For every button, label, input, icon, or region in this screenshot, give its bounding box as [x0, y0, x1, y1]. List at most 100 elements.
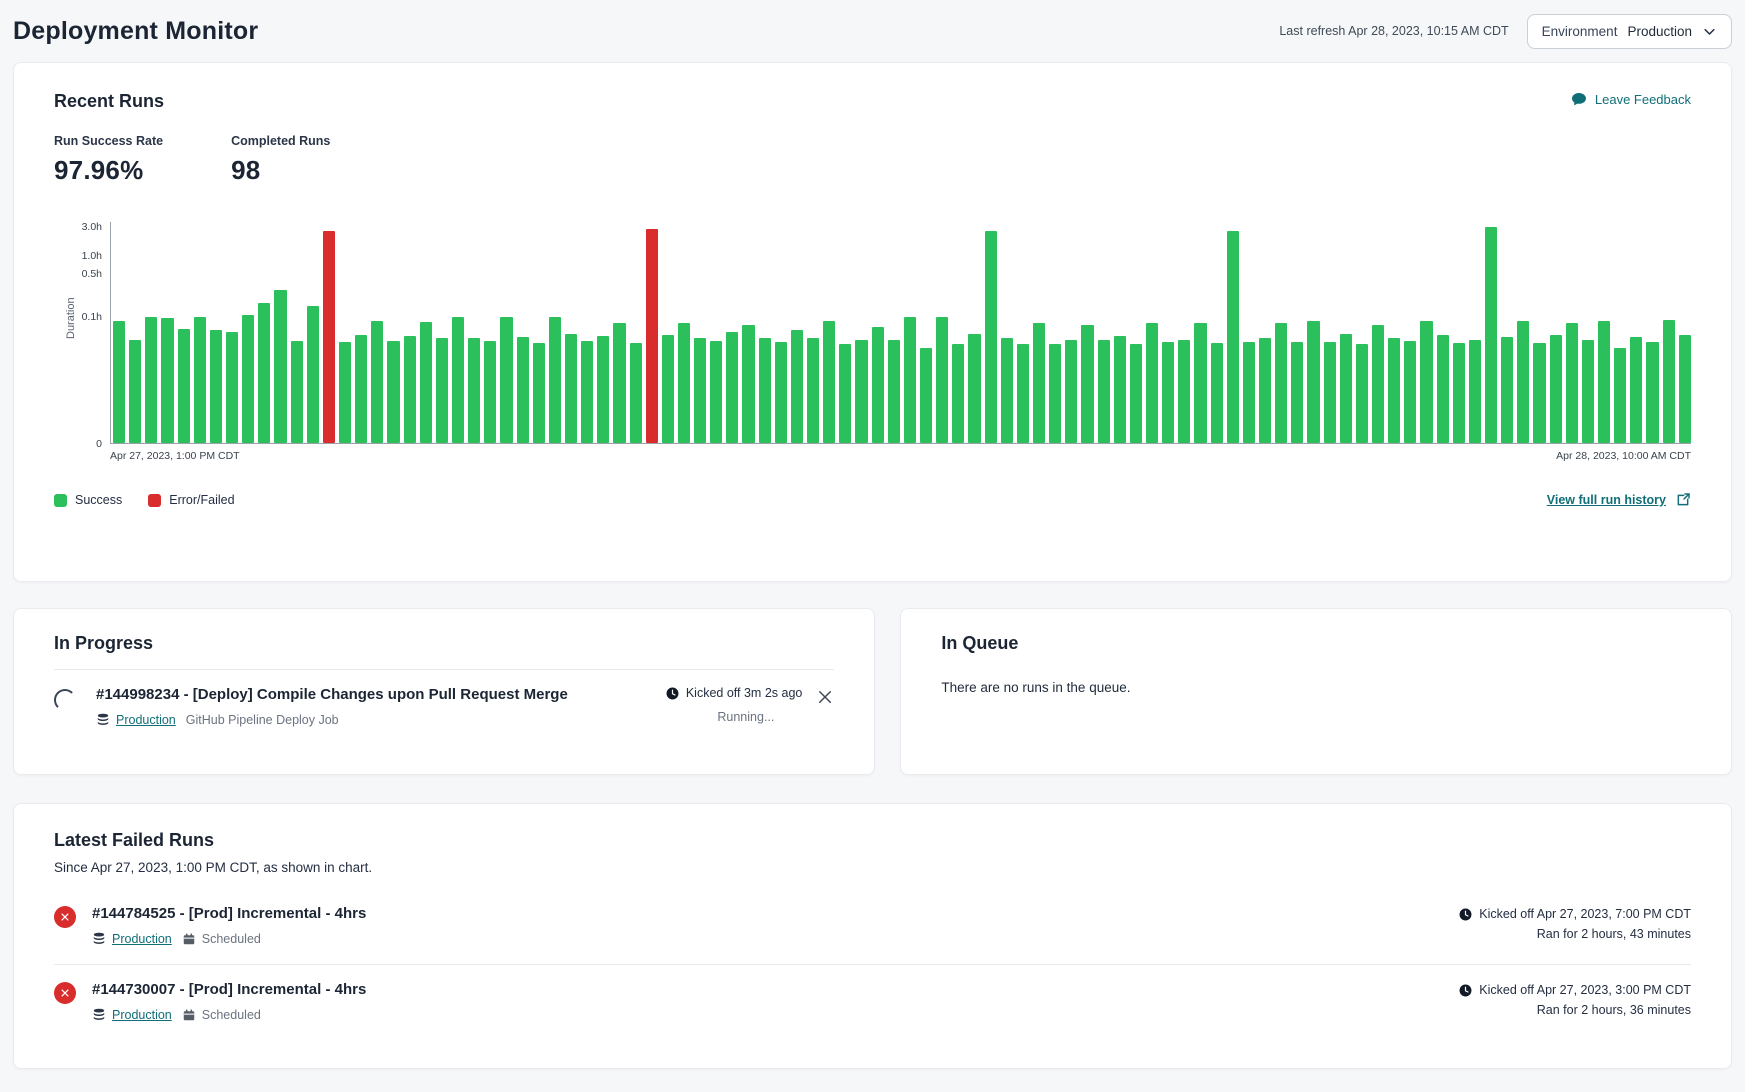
chart-bar-success[interactable]: [355, 335, 367, 443]
chart-bar-success[interactable]: [1566, 323, 1578, 443]
chart-bar-success[interactable]: [726, 332, 738, 443]
chart-bar-success[interactable]: [1469, 340, 1481, 443]
chart-bar-success[interactable]: [194, 317, 206, 443]
chart-bar-success[interactable]: [1243, 342, 1255, 443]
chart-bar-success[interactable]: [500, 317, 512, 443]
environment-dropdown[interactable]: Environment Production: [1527, 14, 1732, 49]
chart-bar-success[interactable]: [1663, 320, 1675, 443]
chart-bar-success[interactable]: [1130, 344, 1142, 443]
chart-bar-success[interactable]: [1550, 335, 1562, 443]
chart-bar-success[interactable]: [1001, 338, 1013, 443]
chart-bar-success[interactable]: [113, 321, 125, 443]
chart-bar-success[interactable]: [1388, 338, 1400, 443]
chart-bar-success[interactable]: [1194, 323, 1206, 443]
chart-bar-success[interactable]: [839, 344, 851, 443]
chart-bar-success[interactable]: [517, 337, 529, 443]
chart-bar-success[interactable]: [307, 306, 319, 443]
chart-bar-success[interactable]: [242, 315, 254, 443]
chart-bar-success[interactable]: [1630, 337, 1642, 443]
chart-bar-success[interactable]: [920, 348, 932, 443]
chart-bar-success[interactable]: [1679, 335, 1691, 443]
chart-bar-success[interactable]: [1340, 334, 1352, 443]
chart-bar-success[interactable]: [904, 317, 916, 443]
chart-bar-success[interactable]: [678, 323, 690, 443]
chart-bar-success[interactable]: [1259, 338, 1271, 443]
chart-bar-success[interactable]: [210, 330, 222, 443]
chart-bar-success[interactable]: [791, 330, 803, 443]
chart-bar-success[interactable]: [823, 321, 835, 443]
chart-bar-success[interactable]: [161, 318, 173, 443]
chart-bar-success[interactable]: [1275, 323, 1287, 443]
chart-bar-success[interactable]: [1146, 323, 1158, 443]
chart-bar-success[interactable]: [807, 338, 819, 443]
view-full-run-history-link[interactable]: View full run history: [1547, 492, 1691, 508]
chart-bar-success[interactable]: [274, 290, 286, 443]
chart-bar-success[interactable]: [742, 325, 754, 443]
chart-bar-success[interactable]: [145, 317, 157, 443]
chart-bar-success[interactable]: [775, 342, 787, 443]
chart-bar-success[interactable]: [888, 340, 900, 443]
chart-bar-success[interactable]: [1017, 344, 1029, 443]
chart-bar-success[interactable]: [1582, 340, 1594, 443]
chart-bar-success[interactable]: [1356, 344, 1368, 443]
chart-bar-success[interactable]: [549, 317, 561, 443]
chart-bar-success[interactable]: [1501, 337, 1513, 443]
chart-bar-success[interactable]: [1372, 325, 1384, 443]
chart-bar-success[interactable]: [468, 338, 480, 443]
chart-bar-success[interactable]: [710, 341, 722, 443]
chart-bar-success[interactable]: [1291, 342, 1303, 443]
chart-bar-success[interactable]: [291, 341, 303, 443]
chart-bar-success[interactable]: [178, 329, 190, 443]
chart-bar-success[interactable]: [1114, 336, 1126, 443]
close-icon[interactable]: [816, 688, 834, 706]
chart-bar-success[interactable]: [597, 336, 609, 443]
chart-bar-success[interactable]: [855, 340, 867, 443]
chart-bar-success[interactable]: [952, 344, 964, 443]
chart-bar-success[interactable]: [581, 341, 593, 443]
chart-bar-success[interactable]: [533, 343, 545, 443]
chart-bar-success[interactable]: [1065, 340, 1077, 443]
chart-bar-success[interactable]: [1404, 341, 1416, 443]
chart-bar-success[interactable]: [258, 303, 270, 443]
chart-bar-success[interactable]: [1227, 231, 1239, 443]
chart-bar-success[interactable]: [613, 323, 625, 443]
chart-bar-success[interactable]: [936, 317, 948, 443]
chart-bar-success[interactable]: [1485, 227, 1497, 443]
chart-bar-success[interactable]: [1437, 335, 1449, 443]
chart-bar-success[interactable]: [1162, 342, 1174, 443]
chart-bar-success[interactable]: [1049, 344, 1061, 443]
chart-bar-success[interactable]: [452, 317, 464, 443]
chart-bar-success[interactable]: [1033, 323, 1045, 443]
chart-bar-success[interactable]: [129, 340, 141, 443]
chart-bar-success[interactable]: [1178, 340, 1190, 443]
chart-bar-success[interactable]: [1098, 340, 1110, 443]
chart-bar-success[interactable]: [436, 338, 448, 443]
chart-bar-success[interactable]: [662, 335, 674, 443]
chart-bar-success[interactable]: [872, 327, 884, 443]
chart-bar-success[interactable]: [1211, 343, 1223, 443]
chart-bar-success[interactable]: [371, 321, 383, 443]
chart-bar-success[interactable]: [1307, 321, 1319, 443]
chart-bar-success[interactable]: [565, 334, 577, 443]
chart-bar-success[interactable]: [1324, 342, 1336, 443]
chart-bar-success[interactable]: [1614, 348, 1626, 443]
leave-feedback-link[interactable]: Leave Feedback: [1571, 91, 1691, 107]
chart-bar-success[interactable]: [1517, 321, 1529, 443]
chart-bar-failed[interactable]: [323, 231, 335, 443]
chart-bar-success[interactable]: [968, 334, 980, 443]
chart-bar-success[interactable]: [985, 231, 997, 443]
chart-bar-failed[interactable]: [646, 229, 658, 443]
chart-bar-success[interactable]: [1646, 342, 1658, 443]
chart-bar-success[interactable]: [630, 343, 642, 443]
chart-bar-success[interactable]: [226, 332, 238, 443]
chart-bar-success[interactable]: [694, 338, 706, 443]
production-environment-link[interactable]: Production: [96, 713, 176, 727]
chart-bar-success[interactable]: [1598, 321, 1610, 443]
production-environment-link[interactable]: Production: [92, 932, 172, 946]
chart-bar-success[interactable]: [339, 342, 351, 443]
chart-bar-success[interactable]: [1453, 343, 1465, 443]
chart-bar-success[interactable]: [420, 322, 432, 443]
chart-bar-success[interactable]: [1081, 325, 1093, 443]
chart-bar-success[interactable]: [759, 338, 771, 443]
chart-bar-success[interactable]: [404, 336, 416, 443]
